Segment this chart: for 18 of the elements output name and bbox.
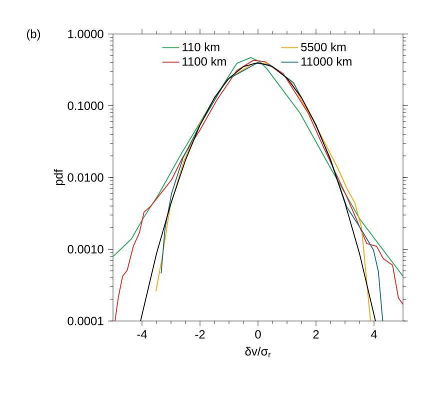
text: (b) — [26, 29, 40, 41]
legend-label: 110 km — [182, 42, 220, 52]
legend-label: 1100 km — [182, 56, 226, 66]
y-tick-label: 0.0001 — [68, 316, 104, 326]
x-tick-label: 0 — [255, 330, 261, 339]
x-tick-label: -4 — [137, 330, 147, 338]
legend-label: 5500 km — [301, 42, 346, 52]
x-tick-label: 4 — [370, 330, 377, 338]
x-axis-title: δv/σ$_{r}$ — [245, 346, 271, 358]
y-tick-label: 0.1000 — [68, 102, 104, 110]
line-series — [113, 57, 404, 277]
y-tick-label: 0.0100 — [68, 173, 104, 182]
x-tick-label: 2 — [313, 330, 319, 339]
y-tick-label: 0.0010 — [68, 245, 104, 254]
legend-label: 11000 km — [301, 56, 352, 66]
x-tick-label: -2 — [195, 330, 205, 339]
y-tick-label: 1.0000 — [68, 30, 104, 38]
y-axis-title: pdf — [54, 169, 66, 186]
